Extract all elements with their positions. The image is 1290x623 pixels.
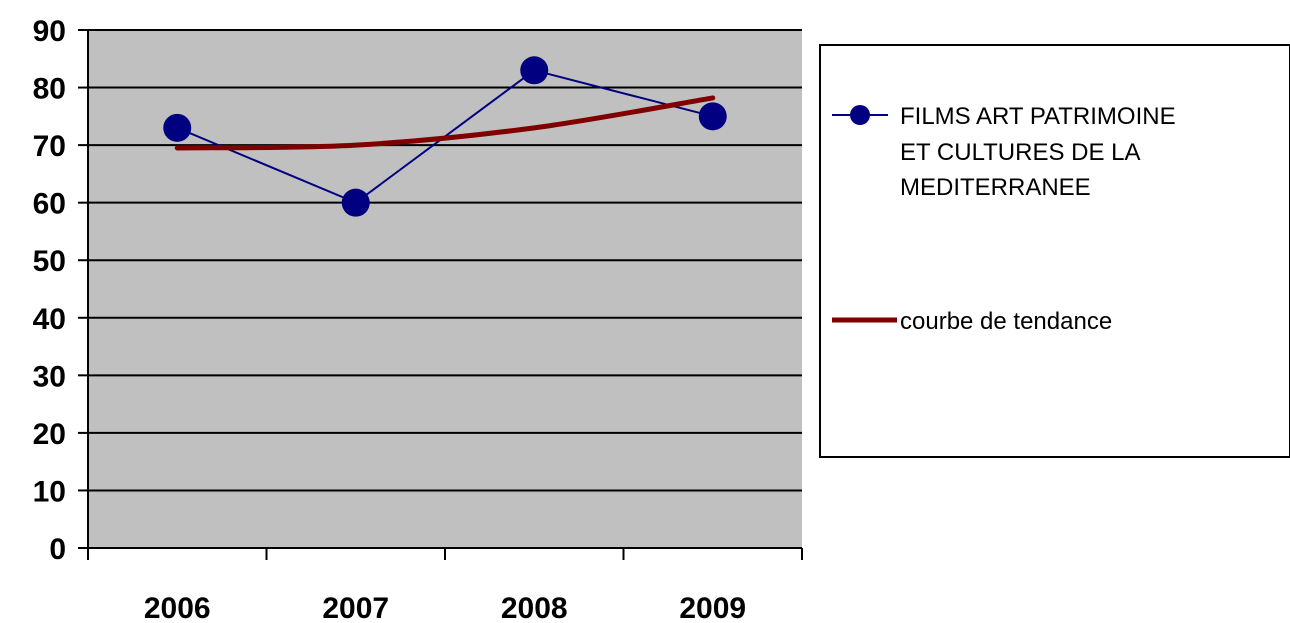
- data-point-2007: [341, 188, 370, 217]
- x-axis-ticks: 2006 2007 2008 2009: [87, 548, 803, 623]
- y-tick-label: 40: [33, 303, 66, 336]
- y-tick-label: 50: [33, 245, 66, 278]
- y-tick-label: 60: [33, 188, 66, 221]
- y-tick-label: 0: [49, 533, 66, 566]
- legend-box: [819, 44, 1290, 458]
- legend: FILMS ART PATRIMOINE ET CULTURES DE LA MED…: [819, 44, 1290, 458]
- legend-label-films: FILMS ART PATRIMOINE: [900, 103, 1176, 130]
- y-tick-label: 70: [33, 130, 66, 163]
- x-tick-label: 2007: [322, 592, 389, 623]
- y-tick-label: 20: [33, 418, 66, 451]
- x-tick-label: 2006: [144, 592, 211, 623]
- x-tick-label: 2008: [501, 592, 568, 623]
- legend-entries: FILMS ART PATRIMOINE ET CULTURES DE LA MED…: [832, 103, 1176, 335]
- data-point-2008: [520, 56, 549, 85]
- series-layer: [163, 56, 727, 217]
- y-tick-label: 90: [33, 15, 66, 48]
- legend-label-films: ET CULTURES DE LA: [900, 139, 1141, 166]
- gridlines: [88, 29, 802, 492]
- y-axis-ticks: 0 10 20 30 40 50 60 70 80 90: [33, 15, 88, 566]
- y-tick-label: 30: [33, 360, 66, 393]
- data-point-2009: [698, 102, 727, 131]
- trend-line: [174, 95, 716, 151]
- data-point-2006: [163, 113, 192, 142]
- legend-symbol-films-marker: [850, 105, 870, 125]
- y-tick-label: 80: [33, 73, 66, 106]
- x-tick-label: 2009: [679, 592, 746, 623]
- y-tick-label: 10: [33, 475, 66, 508]
- legend-label-films: MEDITERRANEE: [900, 174, 1091, 201]
- legend-label-trend: courbe de tendance: [900, 308, 1112, 335]
- plot-area-background: [88, 30, 802, 548]
